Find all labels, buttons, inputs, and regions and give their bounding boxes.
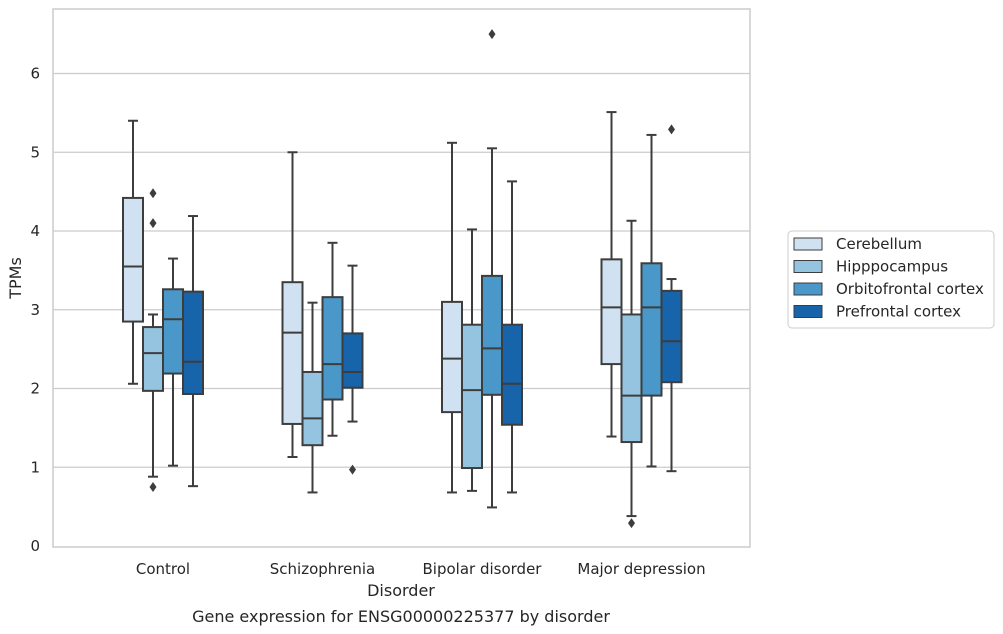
outlier-point (149, 481, 157, 492)
y-tick-label: 1 (30, 458, 40, 476)
legend-swatch (793, 282, 823, 296)
box (142, 326, 164, 392)
box-series (122, 29, 683, 529)
outlier-point (628, 518, 635, 529)
x-tick-label: Control (136, 560, 190, 578)
series-prefrontal-cortex (182, 124, 683, 494)
legend-label: Orbitofrontal cortex (836, 280, 984, 298)
x-tick-label: Schizophrenia (270, 560, 375, 578)
chart-caption: Gene expression for ENSG00000225377 by d… (192, 607, 610, 626)
legend-swatch (793, 305, 823, 318)
x-axis-title: Disorder (367, 581, 435, 600)
legend-label: Hipppocampus (836, 258, 948, 276)
box (620, 313, 643, 444)
y-tick-labels: 0 1 2 3 4 5 6 (30, 65, 40, 556)
legend: Cerebellum Hipppocampus Orbitofrontal cort… (787, 230, 995, 329)
box (341, 332, 364, 389)
box (441, 300, 463, 414)
legend-frame (787, 230, 995, 329)
series-hipppocampus (142, 188, 643, 529)
box (182, 290, 204, 396)
series-orbitofrontal-cortex (162, 29, 663, 509)
box (640, 262, 663, 397)
x-tick-labels: Control Schizophrenia Bipolar disorder Majo… (136, 560, 706, 578)
outlier-point (488, 29, 496, 40)
outlier-point (349, 464, 356, 475)
plot-background (53, 9, 750, 547)
y-tick-label: 6 (30, 65, 40, 83)
outlier-point (149, 218, 157, 229)
box (461, 323, 483, 470)
legend-swatch (793, 260, 823, 273)
box (122, 196, 144, 323)
box (281, 281, 304, 425)
y-tick-label: 2 (30, 380, 40, 398)
legend-label: Prefrontal cortex (836, 303, 961, 321)
legend-swatch (793, 237, 823, 251)
y-tick-label: 5 (30, 143, 40, 161)
box (481, 274, 503, 396)
y-tick-label: 0 (30, 537, 40, 555)
box (321, 296, 344, 401)
outlier-point (149, 188, 157, 199)
y-axis-title: TPMs (6, 257, 25, 300)
x-tick-label: Bipolar disorder (423, 560, 543, 578)
x-tick-label: Major depression (577, 560, 705, 578)
series-cerebellum (122, 111, 623, 494)
y-tick-label: 4 (30, 222, 40, 240)
y-tick-label: 3 (30, 301, 40, 319)
box (660, 289, 683, 384)
box (501, 323, 523, 426)
box (301, 370, 324, 447)
box (600, 258, 623, 366)
outlier-point (668, 124, 675, 135)
box (162, 288, 184, 375)
legend-label: Cerebellum (836, 235, 922, 253)
plot-frame (52, 8, 751, 548)
